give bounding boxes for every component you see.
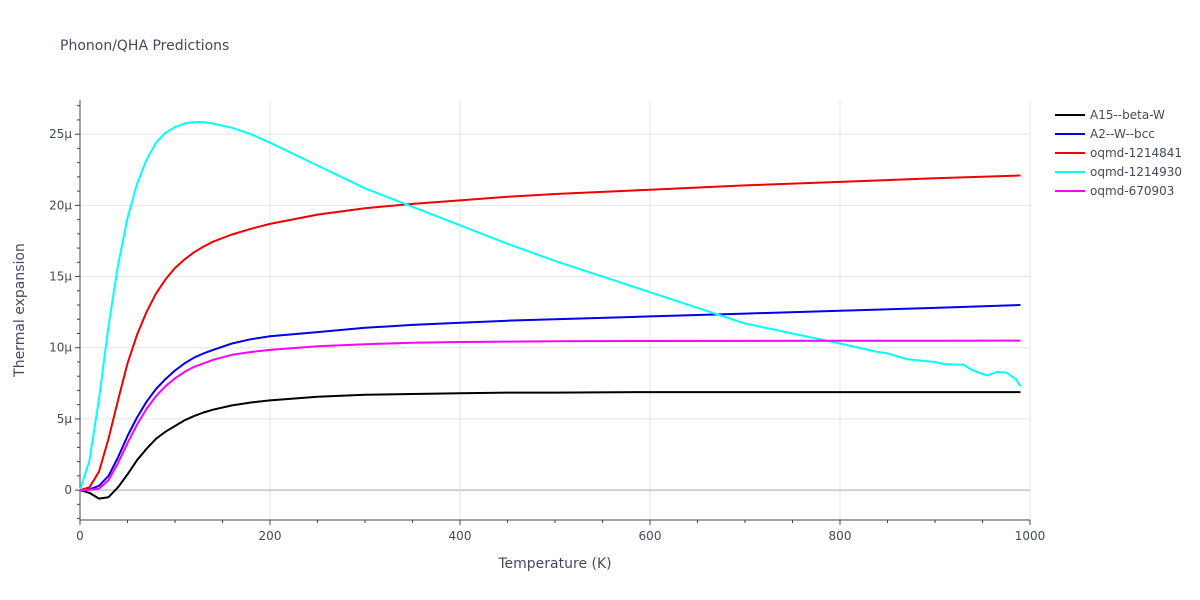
legend-item-oqmd-1214930[interactable]: oqmd-1214930 <box>1055 165 1182 179</box>
grid <box>80 100 1031 520</box>
y-tick-label: 15μ <box>49 270 72 284</box>
x-tick-label: 800 <box>829 529 852 543</box>
series-group <box>79 121 1022 500</box>
x-axis-title: Temperature (K) <box>497 556 611 572</box>
chart-title: Phonon/QHA Predictions <box>60 38 229 54</box>
series-line-oqmd-670903[interactable] <box>79 339 1021 492</box>
legend-label: oqmd-670903 <box>1090 184 1174 198</box>
legend-label: oqmd-1214930 <box>1090 165 1182 179</box>
series-line-oqmd-1214930[interactable] <box>79 121 1022 491</box>
legend-item-oqmd-1214841[interactable]: oqmd-1214841 <box>1055 146 1182 160</box>
legend-item-A2--W--bcc[interactable]: A2--W--bcc <box>1055 127 1155 141</box>
x-tick-label: 0 <box>76 529 84 543</box>
y-tick-label: 10μ <box>49 341 72 355</box>
series-line-A2--W--bcc[interactable] <box>79 304 1021 492</box>
axes: 0 200 400 600 800 1000 0 5μ 10μ 15μ 20μ 25μ <box>49 100 1045 543</box>
y-tick-label: 20μ <box>49 198 72 212</box>
y-tick-label: 25μ <box>49 127 72 141</box>
y-axis-title: Thermal expansion <box>12 243 28 378</box>
x-tick-label: 200 <box>259 529 282 543</box>
y-tick-label: 0 <box>64 483 72 497</box>
x-tick-label: 1000 <box>1015 529 1046 543</box>
legend[interactable]: A15--beta-W A2--W--bcc oqmd-1214841 oqmd-12… <box>1055 108 1182 198</box>
legend-label: oqmd-1214841 <box>1090 146 1182 160</box>
legend-label: A15--beta-W <box>1090 108 1165 122</box>
legend-item-A15--beta-W[interactable]: A15--beta-W <box>1055 108 1165 122</box>
legend-label: A2--W--bcc <box>1090 127 1155 141</box>
x-tick-label: 400 <box>449 529 472 543</box>
series-line-A15--beta-W[interactable] <box>79 391 1021 500</box>
legend-item-oqmd-670903[interactable]: oqmd-670903 <box>1055 184 1174 198</box>
x-tick-label: 600 <box>639 529 662 543</box>
series-line-oqmd-1214841[interactable] <box>79 174 1021 492</box>
y-tick-label: 5μ <box>57 412 73 426</box>
